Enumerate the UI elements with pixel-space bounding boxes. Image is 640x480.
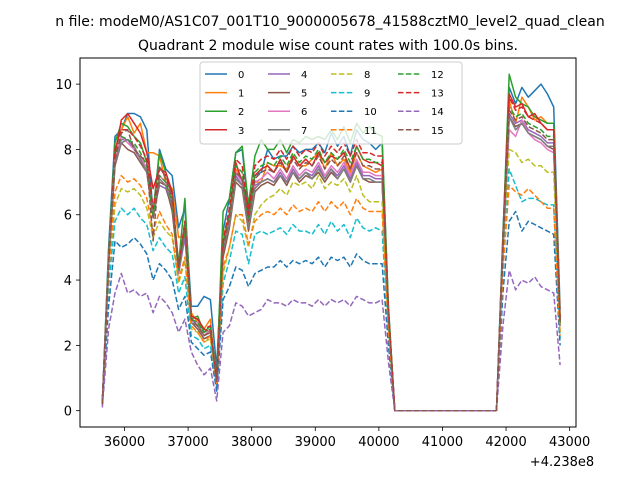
legend-label-13: 13 — [431, 89, 444, 100]
series-line-10-segment-2 — [495, 210, 561, 411]
legend-label-10: 10 — [364, 107, 377, 118]
legend-label-1: 1 — [238, 89, 244, 100]
x-tick-label: 37000 — [167, 435, 208, 450]
x-tick-label: 39000 — [295, 435, 336, 450]
axes-frame — [79, 57, 577, 428]
series-line-15-segment-1 — [101, 129, 497, 412]
series-line-11-segment-2 — [495, 184, 561, 411]
x-axis-offset-label: +4.238e8 — [530, 455, 594, 470]
legend-label-14: 14 — [431, 107, 444, 118]
x-tick-label: 40000 — [358, 435, 399, 450]
legend-label-8: 8 — [364, 70, 370, 81]
y-tick-label: 4 — [64, 274, 72, 289]
figure-suptitle: n file: modeM0/AS1C07_001T10_9000005678_… — [55, 14, 604, 30]
legend-label-5: 5 — [301, 89, 307, 100]
legend-label-9: 9 — [364, 89, 370, 100]
series-line-14-segment-2 — [495, 269, 561, 411]
y-axis: 0 2 4 6 8 10 — [55, 78, 80, 420]
x-tick-label: 41000 — [422, 435, 463, 450]
axes-title: Quadrant 2 module wise count rates with … — [138, 38, 518, 54]
legend-label-7: 7 — [301, 126, 307, 137]
y-tick-label: 0 — [64, 405, 72, 420]
legend-label-2: 2 — [238, 107, 244, 118]
series-line-8-segment-2 — [495, 148, 561, 411]
series-line-15-segment-2 — [495, 109, 561, 411]
legend-label-4: 4 — [301, 70, 307, 81]
legend-box — [199, 61, 463, 145]
plot-area — [101, 73, 561, 412]
x-tick-label: 43000 — [549, 435, 590, 450]
legend-label-6: 6 — [301, 107, 307, 118]
x-axis: 36000 37000 38000 39000 40000 41000 42000 43000 — [104, 427, 590, 450]
legend-label-3: 3 — [238, 126, 244, 137]
y-tick-label: 8 — [64, 143, 72, 158]
series-line-14-segment-1 — [101, 272, 497, 412]
y-tick-label: 2 — [64, 339, 72, 354]
y-tick-label: 6 — [64, 209, 72, 224]
x-tick-label: 42000 — [485, 435, 526, 450]
x-tick-label: 38000 — [231, 435, 272, 450]
legend-label-15: 15 — [431, 126, 444, 137]
x-tick-label: 36000 — [104, 435, 145, 450]
legend-label-11: 11 — [364, 126, 377, 137]
legend-label-12: 12 — [431, 70, 444, 81]
legend-label-0: 0 — [238, 70, 244, 81]
y-tick-label: 10 — [55, 78, 72, 93]
